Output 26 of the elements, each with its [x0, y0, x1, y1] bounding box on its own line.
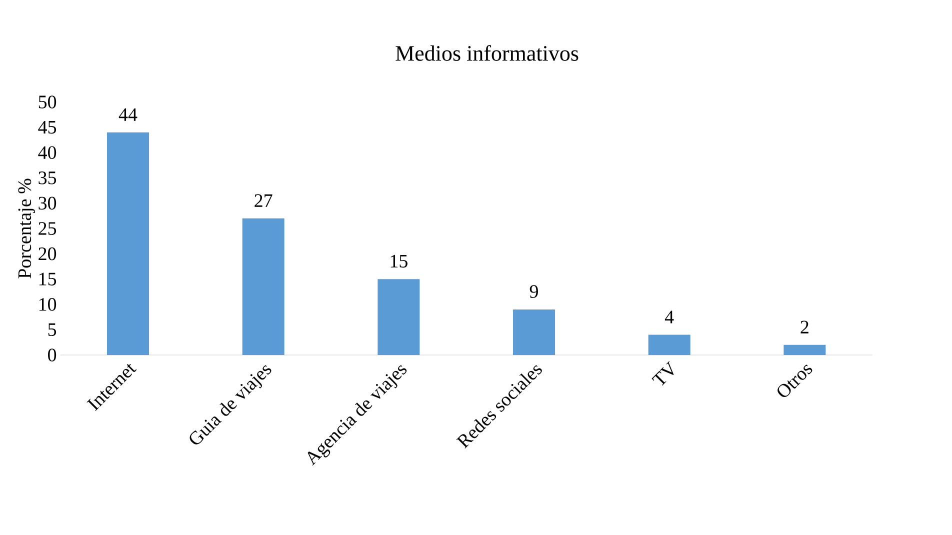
- data-label: 44: [118, 108, 138, 121]
- x-tick-label: TV: [652, 361, 674, 386]
- y-tick-label: 50: [38, 96, 56, 108]
- y-tick-label: 25: [38, 222, 56, 235]
- y-tick-label: 45: [38, 120, 56, 134]
- data-label: 27: [254, 194, 272, 207]
- y-tick-label: 20: [38, 247, 56, 260]
- data-label: 15: [390, 254, 408, 268]
- y-tick-label: 0: [48, 348, 56, 362]
- bar: [378, 279, 420, 355]
- y-tick-label: 5: [48, 323, 56, 336]
- bar: [784, 344, 826, 355]
- data-label: 4: [664, 310, 674, 324]
- y-tick-label: 35: [38, 172, 56, 184]
- data-label: 2: [800, 320, 808, 334]
- y-tick-label: 10: [39, 298, 56, 311]
- bar: [107, 132, 150, 355]
- y-tick-label: 40: [38, 146, 56, 160]
- bar: [513, 309, 556, 355]
- y-tick-label: 30: [38, 196, 56, 210]
- chart-title: Medios informativos: [396, 45, 578, 61]
- y-tick-label: 15: [39, 272, 56, 286]
- bar: [648, 334, 690, 355]
- y-axis-title: Porcentaje %: [18, 178, 35, 278]
- data-label: 9: [530, 285, 538, 298]
- bar: [242, 218, 284, 355]
